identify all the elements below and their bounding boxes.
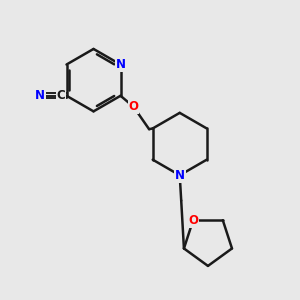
Text: C: C xyxy=(57,89,65,102)
Text: O: O xyxy=(129,100,139,113)
Text: N: N xyxy=(35,89,45,102)
Text: N: N xyxy=(175,169,185,182)
Text: N: N xyxy=(116,58,126,71)
Text: O: O xyxy=(188,214,198,227)
